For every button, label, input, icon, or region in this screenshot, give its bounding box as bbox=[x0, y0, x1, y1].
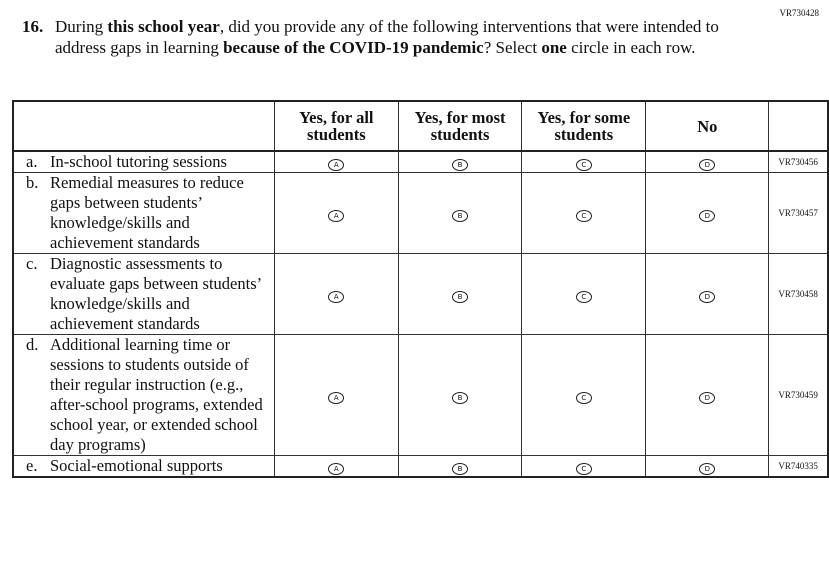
answer-bubble[interactable]: B bbox=[452, 210, 469, 222]
option-cell: D bbox=[645, 253, 770, 335]
question-number: 16. bbox=[22, 17, 44, 36]
item-label: b. Remedial measures to reduce gaps betwe… bbox=[12, 172, 275, 254]
row-code: VR730458 bbox=[768, 253, 829, 335]
option-cell: C bbox=[521, 334, 647, 456]
item-label: e. Social-emotional supports bbox=[12, 455, 275, 478]
answer-bubble[interactable]: C bbox=[575, 210, 592, 222]
row-code: VR730459 bbox=[768, 334, 829, 456]
item-text: Diagnostic assessments to evaluate gaps … bbox=[50, 254, 261, 333]
item-row: e. Social-emotional supports A B C D VR740335 bbox=[12, 455, 829, 478]
option-cell: D bbox=[645, 172, 770, 254]
answer-bubble[interactable]: B bbox=[452, 159, 469, 171]
question-part: one bbox=[541, 38, 567, 57]
header-cell bbox=[12, 100, 275, 152]
form-code: VR730428 bbox=[779, 8, 819, 18]
question-part: because of the COVID-19 pandemic bbox=[223, 38, 484, 57]
answer-bubble[interactable]: C bbox=[575, 392, 592, 404]
option-cell: A bbox=[273, 172, 399, 254]
response-table: Yes, for all students Yes, for most stude… bbox=[12, 100, 829, 478]
answer-bubble[interactable]: A bbox=[328, 159, 345, 171]
option-cell: B bbox=[397, 150, 523, 173]
option-cell: C bbox=[521, 172, 647, 254]
item-text: In-school tutoring sessions bbox=[50, 152, 227, 171]
column-header: Yes, for most students bbox=[397, 100, 523, 152]
option-cell: D bbox=[645, 455, 770, 478]
item-row: b. Remedial measures to reduce gaps betwe… bbox=[12, 172, 829, 254]
answer-bubble[interactable]: D bbox=[699, 159, 716, 171]
option-cell: A bbox=[273, 150, 399, 173]
header-row: Yes, for all students Yes, for most stude… bbox=[12, 100, 829, 152]
answer-bubble[interactable]: D bbox=[699, 210, 716, 222]
row-code: VR730456 bbox=[768, 150, 829, 173]
question-part: ? Select bbox=[483, 38, 542, 57]
option-cell: A bbox=[273, 334, 399, 456]
answer-bubble[interactable]: A bbox=[328, 210, 345, 222]
column-header: Yes, for some students bbox=[521, 100, 647, 152]
item-letter: d. bbox=[26, 335, 39, 354]
option-cell: B bbox=[397, 253, 523, 335]
answer-bubble[interactable]: D bbox=[699, 291, 716, 303]
question-part: During bbox=[55, 17, 108, 36]
item-letter: c. bbox=[26, 254, 38, 273]
option-cell: B bbox=[397, 334, 523, 456]
item-text: Social-emotional supports bbox=[50, 456, 223, 475]
option-cell: D bbox=[645, 334, 770, 456]
answer-bubble[interactable]: A bbox=[328, 392, 345, 404]
item-label: d. Additional learning time or sessions t… bbox=[12, 334, 275, 456]
question-part: this school year bbox=[107, 17, 220, 36]
question: 16. During this school year, did you pro… bbox=[22, 16, 742, 58]
row-code: VR740335 bbox=[768, 455, 829, 478]
item-row: a. In-school tutoring sessions A B C D VR73045… bbox=[12, 150, 829, 173]
answer-bubble[interactable]: C bbox=[575, 159, 592, 171]
question-part: circle in each row. bbox=[566, 38, 696, 57]
item-letter: b. bbox=[26, 173, 39, 192]
answer-bubble[interactable]: D bbox=[699, 392, 716, 404]
item-text: Additional learning time or sessions to … bbox=[50, 335, 263, 454]
item-letter: a. bbox=[26, 152, 38, 171]
column-header: Yes, for all students bbox=[273, 100, 399, 152]
option-cell: B bbox=[397, 455, 523, 478]
option-cell: C bbox=[521, 150, 647, 173]
header-cell bbox=[768, 100, 829, 152]
option-cell: C bbox=[521, 253, 647, 335]
answer-bubble[interactable]: C bbox=[575, 291, 592, 303]
answer-bubble[interactable]: D bbox=[699, 463, 716, 475]
item-row: c. Diagnostic assessments to evaluate gap… bbox=[12, 253, 829, 335]
answer-bubble[interactable]: A bbox=[328, 463, 345, 475]
answer-bubble[interactable]: C bbox=[575, 463, 592, 475]
question-part: , did you provide any of the following i… bbox=[55, 17, 719, 57]
item-label: c. Diagnostic assessments to evaluate gap… bbox=[12, 253, 275, 335]
answer-bubble[interactable]: B bbox=[452, 463, 469, 475]
option-cell: C bbox=[521, 455, 647, 478]
option-cell: B bbox=[397, 172, 523, 254]
option-cell: A bbox=[273, 253, 399, 335]
column-header: No bbox=[645, 100, 770, 152]
item-label: a. In-school tutoring sessions bbox=[12, 150, 275, 173]
answer-bubble[interactable]: A bbox=[328, 291, 345, 303]
item-row: d. Additional learning time or sessions t… bbox=[12, 334, 829, 456]
option-cell: D bbox=[645, 150, 770, 173]
row-code: VR730457 bbox=[768, 172, 829, 254]
item-letter: e. bbox=[26, 456, 38, 475]
answer-bubble[interactable]: B bbox=[452, 392, 469, 404]
option-cell: A bbox=[273, 455, 399, 478]
item-text: Remedial measures to reduce gaps between… bbox=[50, 173, 244, 252]
answer-bubble[interactable]: B bbox=[452, 291, 469, 303]
question-text: During this school year, did you provide… bbox=[55, 16, 742, 58]
